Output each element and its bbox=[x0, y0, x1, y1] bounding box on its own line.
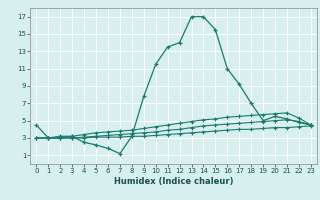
X-axis label: Humidex (Indice chaleur): Humidex (Indice chaleur) bbox=[114, 177, 233, 186]
